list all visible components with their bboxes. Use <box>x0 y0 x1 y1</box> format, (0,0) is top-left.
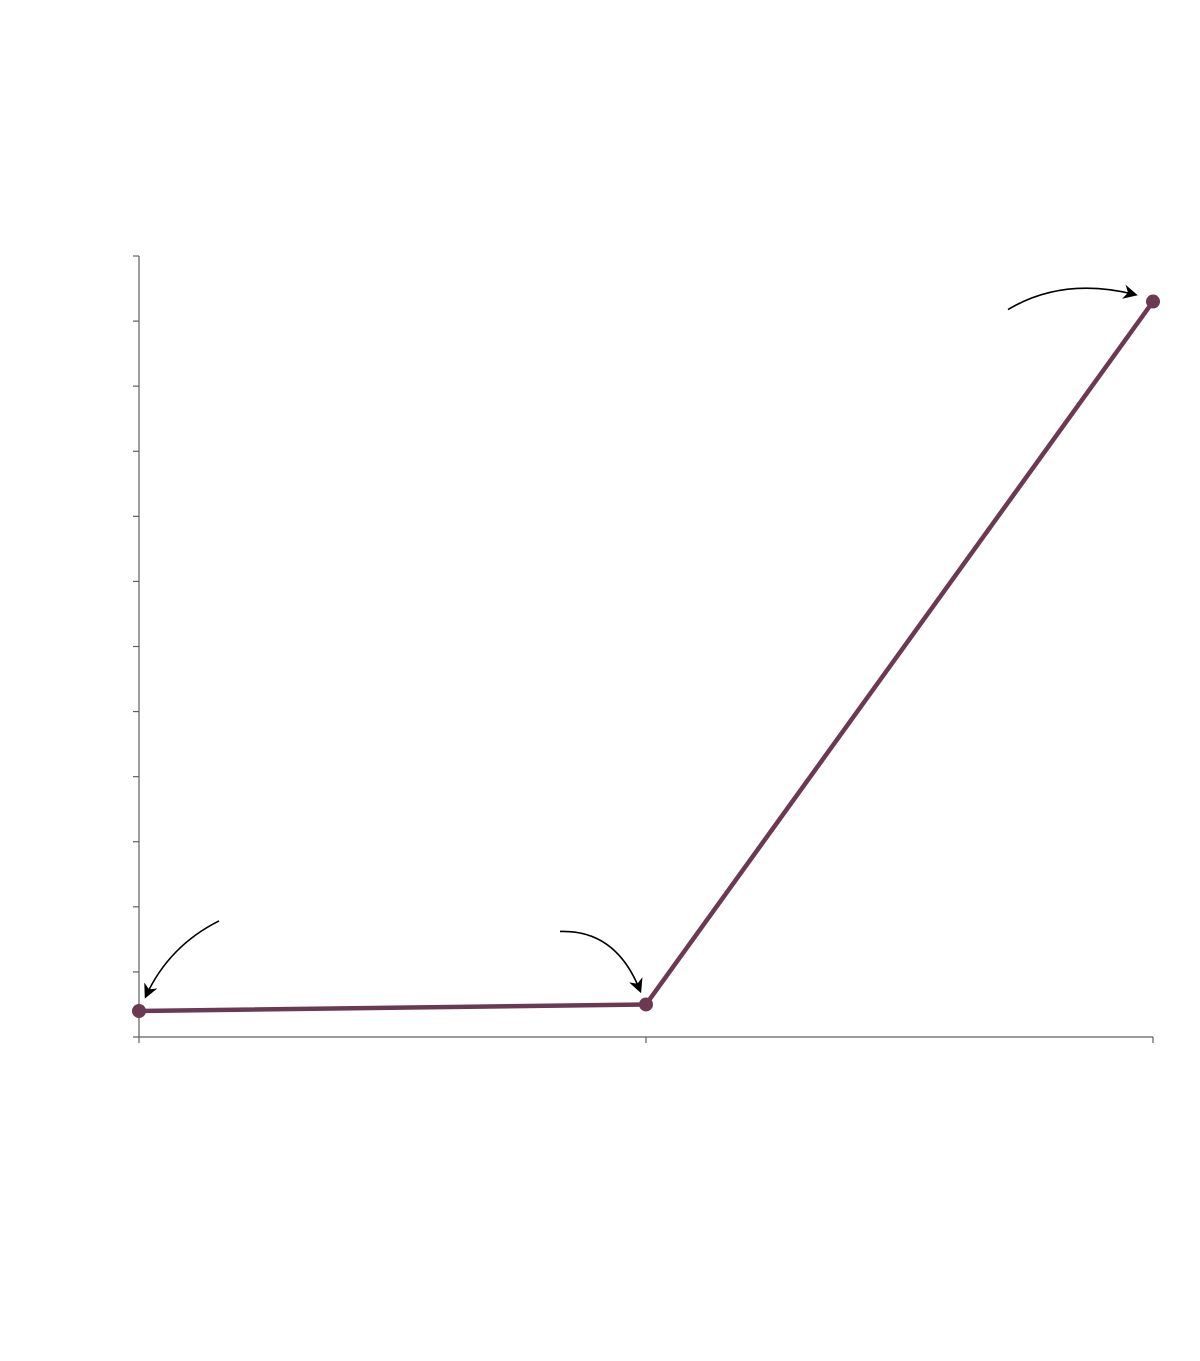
series-group <box>132 294 1160 1018</box>
annotations <box>144 284 1138 999</box>
series-line <box>136 299 1156 1014</box>
callout-arrow <box>144 920 220 999</box>
data-point <box>1146 294 1160 309</box>
callout-arrow <box>559 930 643 994</box>
callout-arrow <box>1007 284 1138 311</box>
data-point <box>132 1003 146 1018</box>
axes <box>133 255 1154 1043</box>
data-point <box>639 997 653 1012</box>
